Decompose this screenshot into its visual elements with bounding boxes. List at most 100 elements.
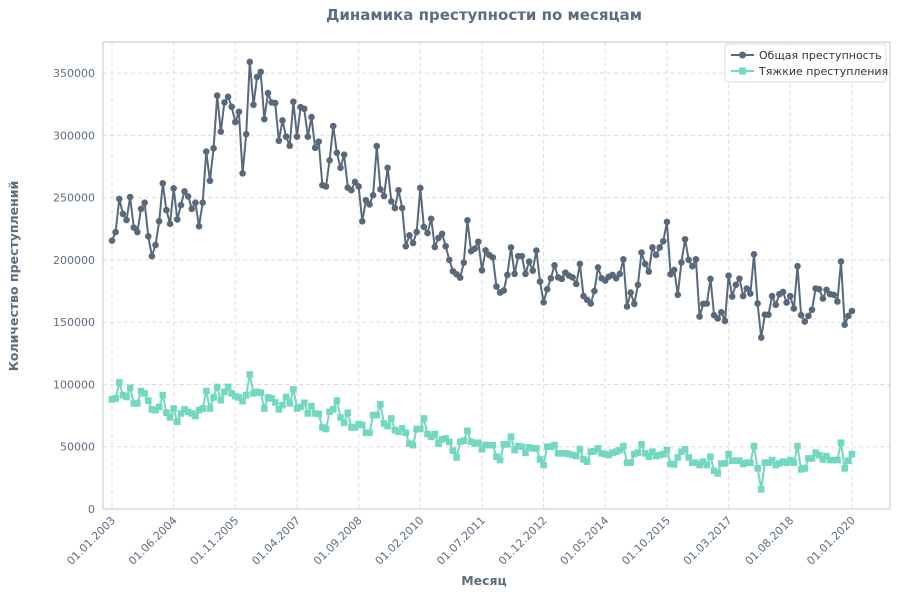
data-point-severe [184,408,192,416]
data-point-severe [714,470,722,477]
data-point-general [518,252,526,260]
x-tick-label: 01.06.2004 [126,514,180,568]
data-point-severe [554,450,562,457]
data-point-severe [159,391,167,399]
x-tick-label: 01.08.2018 [743,514,797,568]
x-tick-label: 01.09.2008 [311,514,365,568]
data-point-general [257,68,265,76]
data-point-severe [402,429,410,437]
data-point-severe [670,461,678,468]
data-point-general [409,239,417,247]
data-point-general [308,113,315,121]
data-point-general [768,292,776,300]
data-point-general [576,260,584,268]
y-tick-label: 300000 [53,129,95,142]
data-point-severe [290,386,297,393]
data-point-general [649,244,656,251]
data-point-severe [718,460,725,467]
data-point-severe [464,427,471,435]
data-point-general [329,122,337,130]
x-tick-label: 01.12.2012 [496,514,550,568]
data-point-severe [206,405,214,412]
data-point-severe [569,451,576,459]
data-point-severe [783,459,790,466]
data-point-general [630,300,638,308]
data-point-general [725,272,732,279]
data-point-severe [199,405,206,412]
data-point-general [786,292,794,300]
data-point-severe [377,401,384,408]
data-point-severe [601,450,609,458]
data-point-general [634,281,642,289]
data-point-severe [416,425,424,433]
data-point-general [732,281,740,289]
data-point-severe [656,451,663,459]
data-point-general [242,130,250,138]
data-point-general [141,199,148,206]
data-point-severe [518,443,526,451]
data-point-general [239,170,246,177]
data-point-severe [710,467,718,475]
data-point-severe [772,461,780,469]
data-point-general [728,293,736,300]
data-point-severe [819,456,827,463]
data-point-general [311,144,319,152]
data-point-general [112,228,119,236]
data-point-severe [435,440,442,447]
data-point-severe [224,383,232,391]
data-point-general [790,305,798,312]
data-point-severe [765,459,772,466]
data-point-severe [438,436,446,443]
data-point-severe [460,437,468,445]
data-point-general [228,103,235,111]
data-point-severe [514,442,522,450]
data-point-severe [235,394,243,401]
data-point-severe [355,420,362,428]
data-point-severe [315,410,323,418]
data-point-severe [507,433,515,441]
data-point-severe [837,439,845,447]
data-point-severe [543,443,551,451]
data-point-general [217,128,225,135]
data-point-general [616,270,624,278]
data-point-general [395,186,402,194]
y-axis: 0 50000 100000 150000 200000 250000 300000 3500… [53,67,95,516]
data-point-general [750,251,758,258]
x-axis: 01.01.2003 01.06.2004 01.11.2005 01.04.2007… [64,514,858,568]
data-point-general [406,231,413,239]
data-point-severe [264,394,272,401]
data-point-severe [406,440,413,447]
data-point-severe [699,458,707,465]
data-point-severe [623,459,631,466]
data-point-general [159,180,167,187]
data-point-severe [801,465,809,472]
data-point-general [126,193,134,201]
data-point-general [848,307,856,315]
y-axis-label: Количество преступлений [6,181,21,372]
data-point-general [551,261,558,269]
data-point-severe [268,395,275,402]
data-point-severe [155,403,163,411]
data-point-general [144,232,152,240]
data-point-severe [482,441,489,449]
data-point-general [718,308,725,316]
data-point-severe [493,453,500,460]
data-point-general [533,247,540,254]
data-point-general [108,237,116,244]
data-point-severe [112,395,119,402]
legend-label-severe: Тяжкие преступления [758,65,888,78]
x-tick-label: 01.01.2003 [64,514,118,568]
data-point-severe [213,383,221,391]
data-point-general [678,259,685,266]
data-point-severe [210,394,217,401]
data-point-general [123,216,130,224]
data-point-severe [743,459,751,466]
data-point-general [808,306,816,314]
data-point-severe [195,406,203,414]
data-point-general [152,241,159,249]
data-point-severe [232,392,239,400]
data-point-general [184,193,192,200]
data-point-general [271,99,279,107]
data-point-severe [108,396,116,403]
data-point-severe [130,400,138,407]
